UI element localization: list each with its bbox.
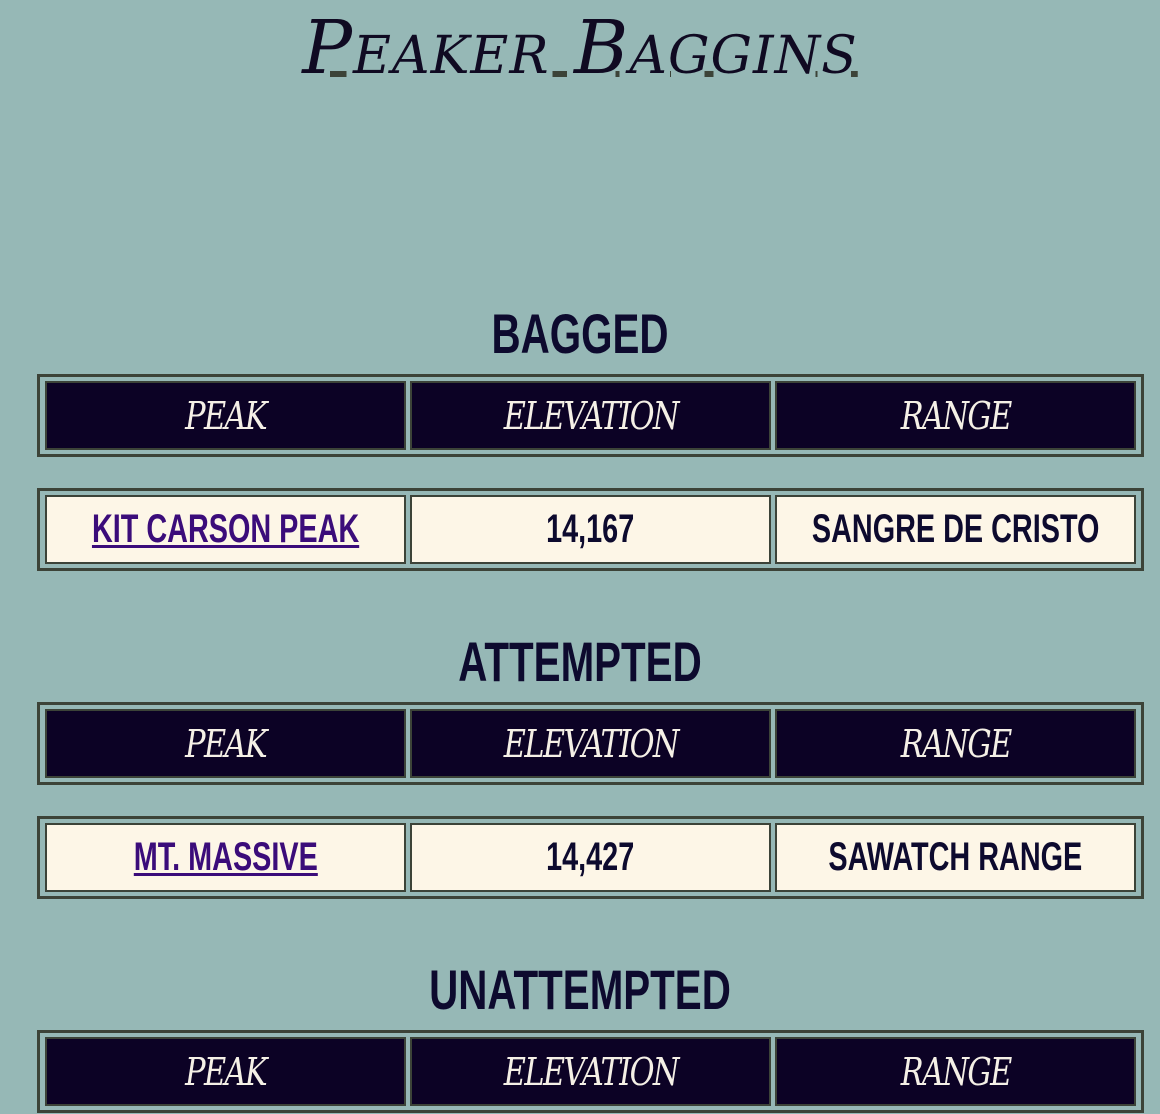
section-heading-bagged: Bagged — [491, 302, 669, 365]
column-header-range: Range — [775, 381, 1136, 450]
unattempted-table-header: Peak Elevation Range — [37, 1030, 1144, 1113]
attempted-table-header: Peak Elevation Range — [37, 702, 1144, 785]
column-header-peak: Peak — [45, 1037, 406, 1106]
column-header-peak: Peak — [45, 709, 406, 778]
column-header-elevation: Elevation — [410, 709, 771, 778]
elevation-cell: 14,167 — [410, 495, 771, 564]
peak-cell: Mt. Massive — [45, 823, 406, 892]
range-cell: Sawatch Range — [775, 823, 1136, 892]
column-header-range: Range — [775, 1037, 1136, 1106]
column-header-elevation: Elevation — [410, 381, 771, 450]
site-title: Peaker Baggins — [0, 0, 1160, 100]
elevation-cell: 14,427 — [410, 823, 771, 892]
range-cell: Sangre de Cristo — [775, 495, 1136, 564]
table-row: Mt. Massive 14,427 Sawatch Range — [37, 816, 1144, 899]
peak-link-kit-carson[interactable]: Kit Carson Peak — [91, 507, 360, 551]
section-heading-attempted: Attempted — [458, 630, 702, 693]
bagged-table-header: Peak Elevation Range — [37, 374, 1144, 457]
section-heading-unattempted: Unattempted — [429, 958, 731, 1021]
column-header-elevation: Elevation — [410, 1037, 771, 1106]
site-title-link[interactable]: Peaker Baggins — [302, 5, 858, 91]
peak-link-mt-massive[interactable]: Mt. Massive — [133, 835, 318, 879]
peak-cell: Kit Carson Peak — [45, 495, 406, 564]
column-header-range: Range — [775, 709, 1136, 778]
column-header-peak: Peak — [45, 381, 406, 450]
table-row: Kit Carson Peak 14,167 Sangre de Cristo — [37, 488, 1144, 571]
